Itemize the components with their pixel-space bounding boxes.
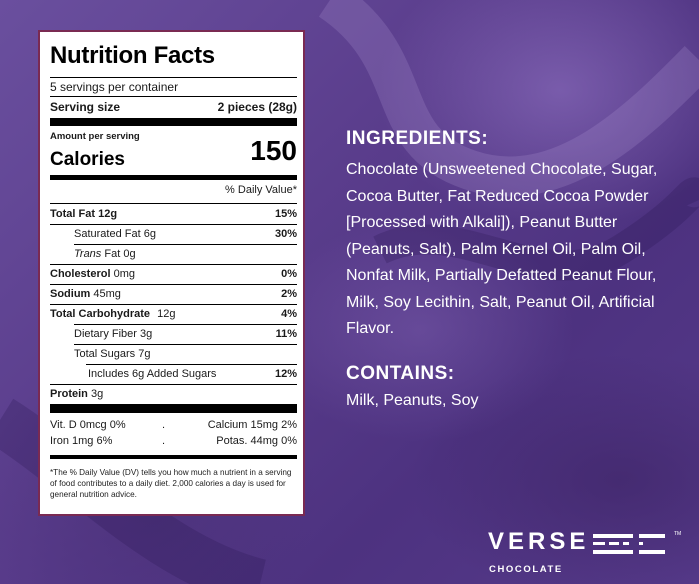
contains-text: Milk, Peanuts, Soy [346,392,479,409]
divider [74,244,297,245]
thick-divider [50,404,297,413]
nutrient-row-trans-fat: Trans Fat 0g [50,248,297,260]
nutrient-dv: 15% [274,208,297,220]
nutrient-dv: 2% [281,288,297,300]
divider [50,96,297,97]
servings-per-container: 5 servings per container [50,80,179,94]
serving-size-row: Serving size 2 pieces (28g) [50,100,297,114]
nutrient-label: Dietary Fiber [74,328,137,340]
vitamin-row-2: Iron 1mg 6% . Potas. 44mg 0% [50,435,297,447]
ingredients-title: INGREDIENTS: [346,128,489,149]
divider [50,264,297,265]
nutrient-label: Fat [104,248,121,260]
calories-value: 150 [250,135,297,166]
nutrient-dv: 30% [274,228,297,240]
vitamin-row-1: Vit. D 0mcg 0% . Calcium 15mg 2% [50,419,297,431]
medium-divider [50,455,297,459]
calories-row: Calories 150 [50,135,297,171]
nutrient-label-italic: Trans [74,248,102,260]
nutrient-row-cholesterol: Cholesterol 0mg 0% [50,268,297,280]
nutrient-amount: 7g [138,348,151,360]
nutrient-row-total-fat: Total Fat 12g 15% [50,208,297,220]
nutrient-label: Cholesterol [50,268,111,280]
ingredients-text: Chocolate (Unsweetened Chocolate, Sugar,… [346,161,658,337]
nutrient-row-sodium: Sodium 45mg 2% [50,288,297,300]
nutrient-amount: 45mg [93,288,121,300]
nutrient-label: Protein [50,388,88,400]
logo-wordmark: VERSE [488,528,590,555]
nutrient-dv: 11% [275,328,297,340]
nutrient-row-total-carbohydrate: Total Carbohydrate 12g 4% [50,308,297,320]
nutrient-amount: 12g [157,308,176,320]
nutrient-dv: 12% [274,368,297,380]
calories-label: Calories [50,149,125,170]
serving-size-label: Serving size [50,100,121,114]
thick-divider [50,118,297,126]
vit-d-value: Vit. D 0mcg 0% [50,419,126,431]
divider [50,77,297,78]
daily-value-footnote: *The % Daily Value (DV) tells you how mu… [50,468,292,499]
nutrient-amount: 6g [143,228,156,240]
iron-value: Iron 1mg 6% [50,435,113,447]
daily-value-header: % Daily Value* [225,184,297,196]
divider [86,364,297,365]
nutrient-label: Total Fat [50,208,96,220]
nutrient-amount: 0g [123,248,136,260]
vitamin-separator: . [162,435,166,447]
nutrient-amount: 3g [90,388,104,400]
divider [50,384,297,385]
nutrient-row-dietary-fiber: Dietary Fiber 3g 11% [50,328,297,340]
nutrient-amount: 3g [140,328,153,340]
divider [50,224,297,225]
nutrient-amount: 12g [98,208,118,220]
trademark-mark: TM [674,531,682,537]
nutrition-title: Nutrition Facts [50,42,215,69]
serving-size-value: 2 pieces (28g) [217,100,297,114]
calcium-value: Calcium 15mg 2% [207,419,297,431]
amount-per-serving: Amount per serving [50,131,140,142]
nutrient-row-added-sugars: Includes 6g Added Sugars 12% [50,368,297,380]
nutrition-facts-label: Nutrition Facts 5 servings per container… [38,30,305,516]
divider [50,203,297,204]
nutrient-label: Total Carbohydrate [50,308,151,320]
nutrient-label: Total Sugars [74,348,136,360]
logo-subtitle: CHOCOLATE [489,564,563,575]
divider [50,284,297,285]
nutrient-row-total-sugars: Total Sugars 7g [50,348,297,360]
divider [74,324,297,325]
medium-divider [50,175,297,180]
logo-mark-icon [593,534,665,554]
divider [74,344,297,345]
nutrient-row-protein: Protein 3g [50,388,297,400]
vitamin-separator: . [162,419,166,431]
contains-title: CONTAINS: [346,363,455,384]
divider [50,304,297,305]
nutrient-label: Sodium [50,288,91,300]
nutrient-label: Saturated Fat [74,228,141,240]
nutrient-amount: 0mg [113,268,135,280]
nutrient-row-saturated-fat: Saturated Fat 6g 30% [50,228,297,240]
nutrient-dv: 4% [281,308,297,320]
verse-logo: VERSE TM CHOCOLATE [488,528,688,578]
nutrient-label: Includes 6g Added Sugars [88,368,217,380]
nutrient-dv: 0% [281,268,297,280]
potassium-value: Potas. 44mg 0% [216,435,297,447]
